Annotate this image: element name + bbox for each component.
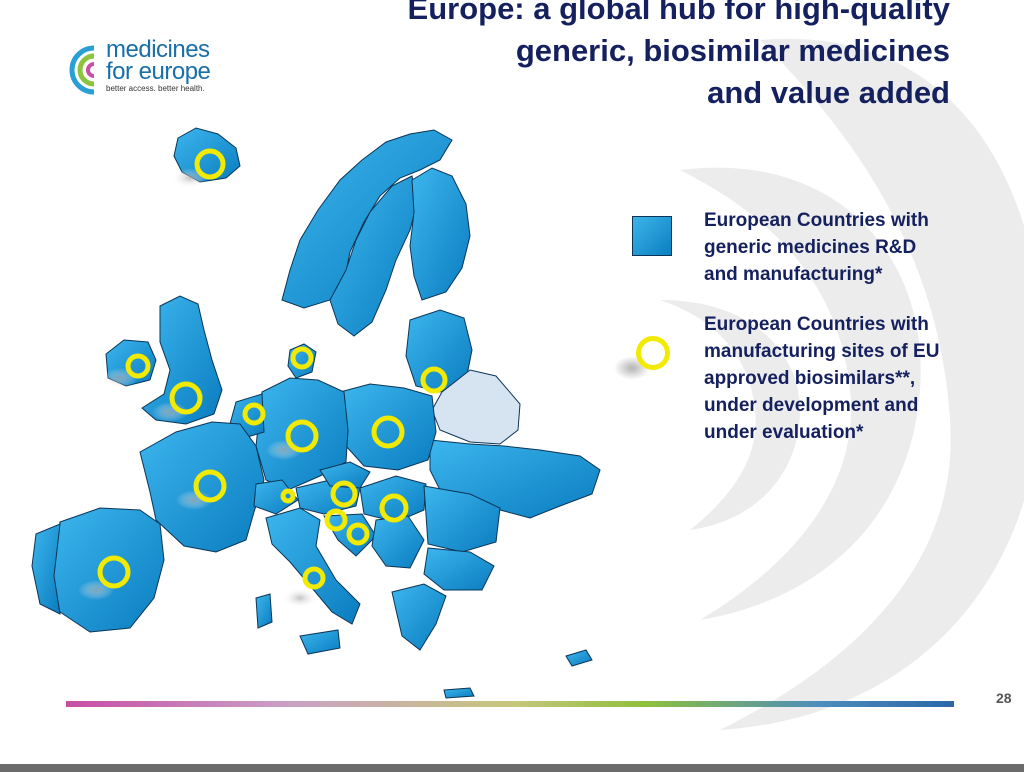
country-france: [139, 421, 265, 553]
country-square-icon: [632, 216, 672, 256]
biosimilar-ring-icon: [97, 555, 131, 589]
logo-text-medicines: medicines: [106, 36, 210, 63]
biosimilar-ring-icon: [324, 508, 348, 532]
legend-biosimilars-line-2: manufacturing sites of EU: [704, 341, 940, 362]
slide-title: Europe: a global hub for high-quality ge…: [408, 0, 950, 114]
legend-countries-line-1: European Countries with: [704, 210, 929, 231]
country-germany: [255, 377, 349, 491]
ring-shadows: [78, 168, 318, 608]
biosimilar-ring-icon: [125, 353, 151, 379]
biosimilar-ring-icon: [193, 469, 227, 503]
biosimilar-ring-icon: [242, 402, 266, 426]
legend-countries-text: European Countries with generic medicine…: [704, 207, 929, 288]
title-line-3: and value added: [707, 75, 950, 110]
legend-biosimilars-line-3: approved biosimilars**,: [704, 368, 916, 389]
legend-biosimilars-text: European Countries with manufacturing si…: [704, 311, 939, 446]
page-number: 28: [996, 690, 1012, 706]
europe-map: [31, 127, 601, 699]
biosimilar-ring-icon: [194, 148, 226, 180]
biosimilar-ring-icon: [280, 488, 296, 504]
title-line-2: generic, biosimilar medicines: [515, 33, 950, 68]
biosimilar-ring-icon: [636, 336, 670, 370]
footer-gradient-line: [66, 701, 954, 707]
biosimilar-ring-icon: [285, 419, 319, 453]
country-uk: [141, 295, 223, 425]
country-portugal: [31, 523, 61, 615]
biosimilar-ring-icon: [420, 366, 448, 394]
legend-biosimilars-line-1: European Countries with: [704, 314, 929, 335]
biosimilar-ring-icon: [346, 522, 370, 546]
biosimilar-ring-icon: [379, 493, 409, 523]
country-czechia: [319, 461, 371, 489]
country-crete: [443, 687, 475, 699]
country-spain: [51, 507, 165, 633]
legend-biosimilars-line-5: under evaluation*: [704, 422, 864, 443]
country-greece: [391, 583, 447, 651]
legend-biosimilars-line-4: under development and: [704, 395, 919, 416]
country-italy: [265, 507, 361, 625]
country-serbia: [371, 515, 425, 569]
title-line-1: Europe: a global hub for high-quality: [407, 0, 950, 26]
country-romania: [423, 485, 501, 553]
country-switzerland: [253, 479, 299, 515]
logo-tagline: better access. better health.: [106, 84, 205, 93]
legend-countries-line-2: generic medicines R&D: [704, 237, 917, 258]
country-finland: [409, 167, 471, 301]
country-belarus: [431, 369, 521, 445]
country-hungary: [359, 475, 427, 523]
country-bulgaria: [423, 547, 495, 591]
biosimilar-ring-icon: [371, 415, 405, 449]
biosimilar-ring-icon: [302, 566, 326, 590]
country-poland: [339, 383, 437, 471]
biosimilar-ring-icon: [169, 381, 203, 415]
biosimilar-ring-icon: [290, 346, 314, 370]
logo-c-icon: [69, 45, 95, 95]
logo-text-for-europe: for europe: [106, 58, 211, 85]
country-sardinia: [255, 593, 273, 629]
medicines-for-europe-logo: medicines for europe better access. bett…: [64, 38, 234, 98]
country-sicily: [299, 629, 341, 655]
biosimilar-ring-icon: [330, 480, 358, 508]
bottom-bar: [0, 764, 1024, 772]
country-cyprus: [565, 649, 593, 667]
legend-countries-line-3: and manufacturing*: [704, 264, 883, 285]
